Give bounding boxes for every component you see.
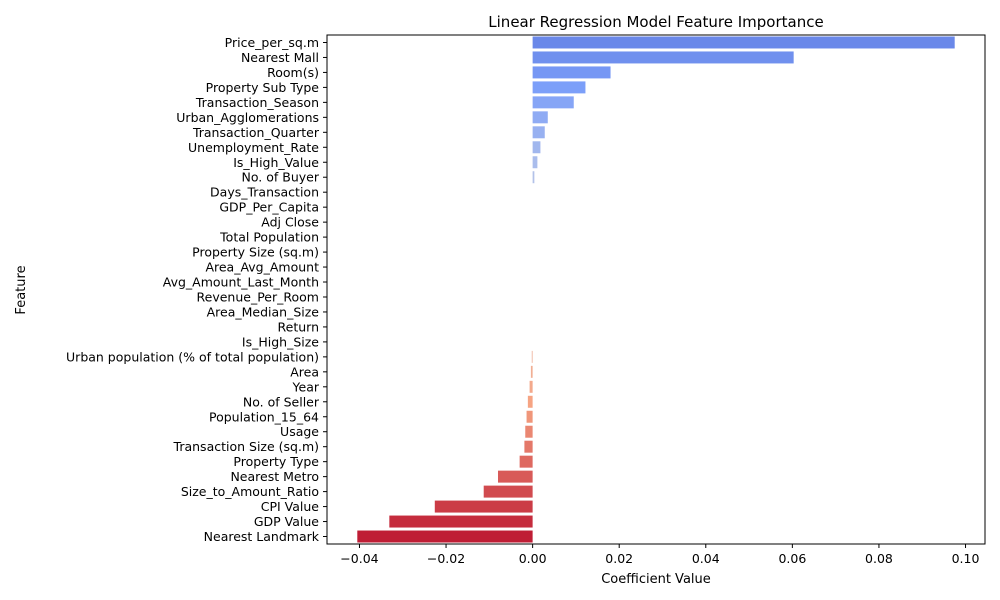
x-tick-label: −0.04 bbox=[340, 551, 378, 566]
bar bbox=[532, 111, 548, 124]
bar bbox=[527, 395, 533, 408]
y-tick-label: Property Type bbox=[233, 454, 319, 469]
x-tick-label: 0.08 bbox=[865, 551, 893, 566]
chart-title: Linear Regression Model Feature Importan… bbox=[488, 13, 823, 31]
bar bbox=[532, 141, 541, 154]
y-tick-label: Nearest Metro bbox=[230, 469, 319, 484]
y-tick-label: Property Size (sq.m) bbox=[192, 245, 319, 260]
y-tick-label: Avg_Amount_Last_Month bbox=[163, 275, 319, 290]
y-tick-label: Total Population bbox=[219, 230, 319, 245]
y-tick-label: Area bbox=[290, 364, 319, 379]
y-tick-label: Transaction Size (sq.m) bbox=[173, 439, 319, 454]
y-tick-label: Revenue_Per_Room bbox=[197, 289, 319, 304]
x-tick-label: −0.02 bbox=[427, 551, 465, 566]
x-axis-title: Coefficient Value bbox=[601, 572, 711, 587]
y-tick-label: Adj Close bbox=[261, 215, 319, 230]
y-tick-label: No. of Buyer bbox=[242, 170, 320, 185]
y-tick-label: Property Sub Type bbox=[206, 80, 320, 95]
bar bbox=[532, 66, 611, 79]
bar bbox=[434, 500, 533, 513]
y-tick-label: Size_to_Amount_Ratio bbox=[181, 484, 319, 499]
y-tick-label: Return bbox=[278, 319, 319, 334]
bar bbox=[532, 81, 586, 94]
x-axis-ticks: −0.04 −0.02 0.00 0.02 0.04 0.06 0.08 0.10 bbox=[340, 544, 979, 566]
bar bbox=[529, 380, 533, 393]
y-tick-label: Area_Avg_Amount bbox=[205, 260, 319, 275]
y-tick-label: Usage bbox=[280, 424, 319, 439]
y-tick-label: No. of Seller bbox=[243, 394, 320, 409]
y-tick-label: Price_per_sq.m bbox=[225, 35, 319, 50]
bar bbox=[532, 51, 794, 64]
bar bbox=[525, 425, 533, 438]
y-tick-label: Urban population (% of total population) bbox=[66, 349, 319, 364]
bar bbox=[389, 515, 533, 528]
bar bbox=[532, 126, 545, 139]
bar bbox=[532, 171, 535, 184]
y-tick-label: Nearest Mall bbox=[241, 50, 319, 65]
y-tick-label: GDP_Per_Capita bbox=[219, 200, 319, 215]
bar bbox=[531, 350, 533, 363]
x-tick-label: 0.10 bbox=[952, 551, 980, 566]
bar bbox=[519, 455, 533, 468]
x-tick-label: 0.06 bbox=[778, 551, 806, 566]
bar bbox=[526, 410, 533, 423]
y-tick-label: Room(s) bbox=[267, 65, 319, 80]
bar bbox=[532, 96, 574, 109]
y-tick-label: Transaction_Season bbox=[195, 95, 319, 110]
y-tick-label: CPI Value bbox=[261, 499, 320, 514]
bar bbox=[483, 485, 533, 498]
y-tick-label: Unemployment_Rate bbox=[188, 140, 319, 155]
y-tick-label: Days_Transaction bbox=[210, 185, 319, 200]
bar bbox=[532, 156, 538, 169]
y-tick-label: Area_Median_Size bbox=[207, 304, 320, 319]
y-tick-label: Year bbox=[292, 379, 320, 394]
y-tick-label: Population_15_64 bbox=[209, 409, 319, 424]
y-tick-label: Transaction_Quarter bbox=[192, 125, 320, 140]
y-tick-label: Urban_Agglomerations bbox=[176, 110, 319, 125]
plot-frame bbox=[326, 34, 986, 545]
bar bbox=[530, 365, 533, 378]
bar bbox=[357, 530, 533, 543]
bar bbox=[524, 440, 533, 453]
x-tick-label: 0.02 bbox=[605, 551, 633, 566]
y-tick-label: GDP Value bbox=[254, 514, 319, 529]
y-tick-label: Nearest Landmark bbox=[204, 529, 320, 544]
y-tick-label: Is_High_Size bbox=[242, 334, 319, 349]
bar bbox=[497, 470, 533, 483]
bar bbox=[532, 36, 955, 49]
bars-group bbox=[357, 36, 955, 543]
y-axis-title: Feature bbox=[14, 265, 29, 314]
x-tick-label: 0.00 bbox=[519, 551, 547, 566]
x-tick-label: 0.04 bbox=[692, 551, 720, 566]
y-tick-label: Is_High_Value bbox=[233, 155, 319, 170]
